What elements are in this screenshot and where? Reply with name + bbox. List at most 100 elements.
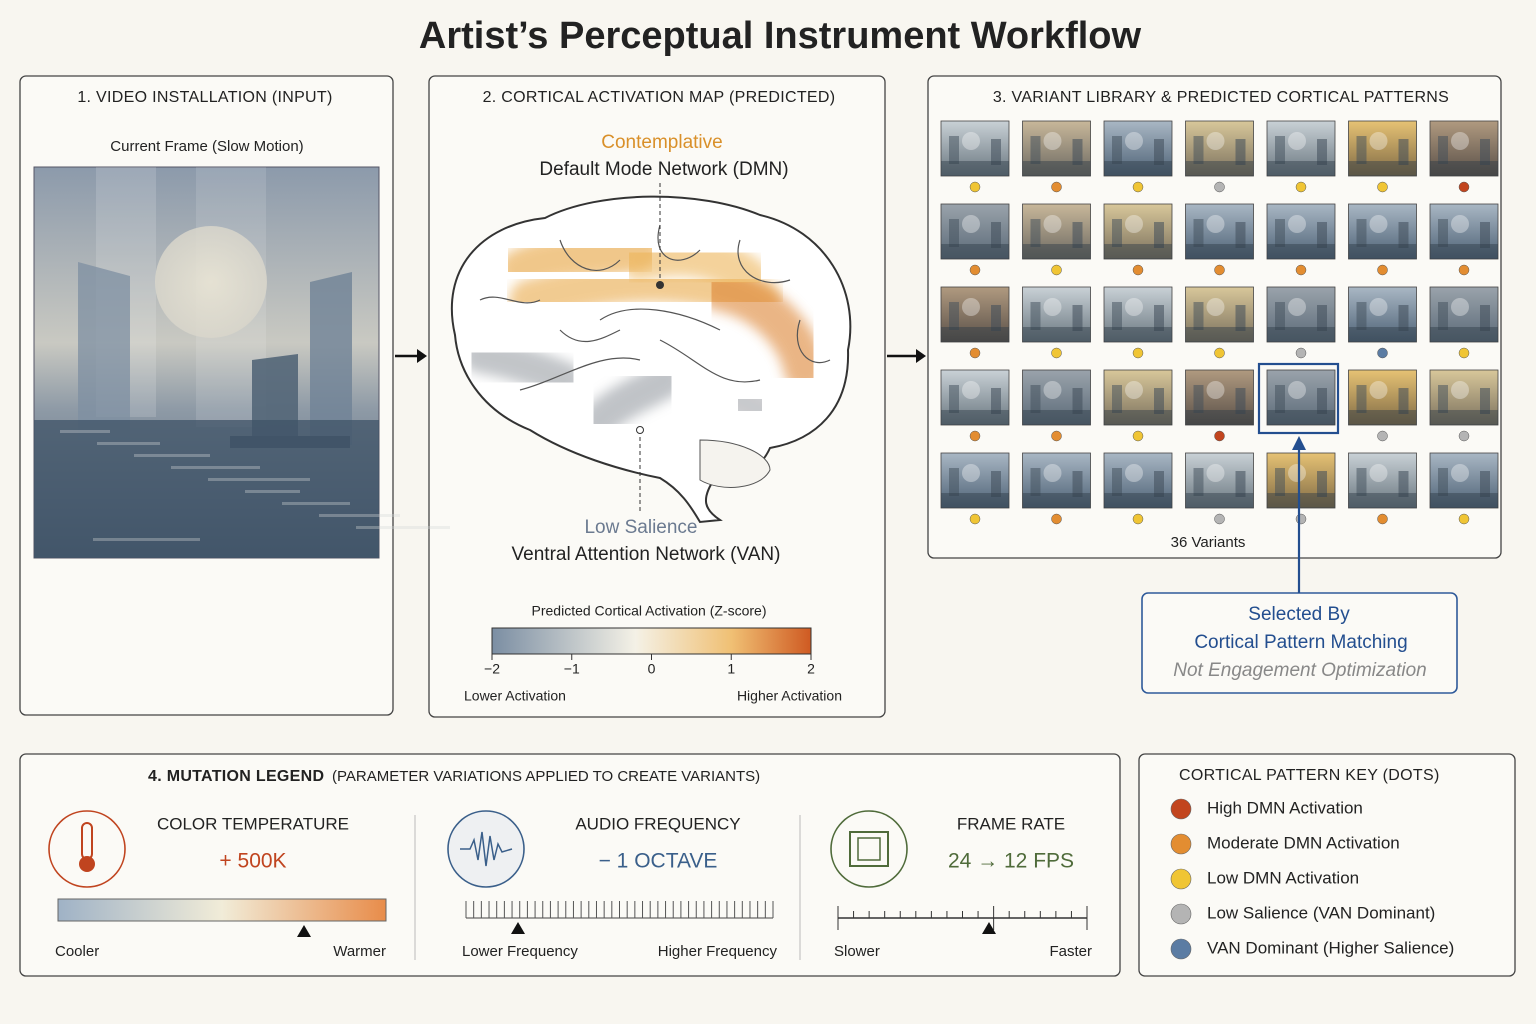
selected-highlight [1257,362,1340,435]
thumb-tower [1438,219,1448,247]
thumb-tower [1480,388,1490,414]
thumb-tower [1193,136,1204,164]
key-heading: CORTICAL PATTERN KEY (DOTS) [1179,767,1440,784]
thumb-water [1348,493,1417,508]
pattern-dot [1295,513,1307,525]
thumb-water [941,327,1009,342]
thumb-tower [991,139,1001,165]
reflection [134,454,210,457]
dmn-point [656,281,664,289]
panel-heading: 3. VARIANT LIBRARY & PREDICTED CORTICAL … [993,89,1449,106]
sulcus [657,224,701,261]
thumb-tower [1030,136,1041,164]
thumb-tower [1317,222,1327,248]
thumb-water [941,161,1009,176]
van-activation [582,362,683,438]
thumb-water [941,410,1009,425]
arrow-head [916,349,926,363]
pattern-dot [1295,181,1307,193]
sulcus [737,239,791,284]
thumb-sun [1043,132,1062,150]
pattern-dot [1132,430,1144,442]
waveform [460,831,513,867]
pattern-dot [969,430,981,442]
arrow-head [417,349,427,363]
page-title: Artist’s Perceptual Instrument Workflow [419,15,1142,57]
thumb-tower [1317,305,1327,331]
marker [982,922,996,934]
thumb-sun [1369,381,1388,399]
thumb-tower [1193,468,1204,496]
pattern-dot [969,347,981,359]
pattern-dot [1295,264,1307,276]
sulcus [519,357,641,391]
thumb-sun [1451,132,1469,150]
thumb-tower [949,468,959,496]
thumb-tower [991,471,1001,497]
sulcus [599,308,721,331]
thumb-sun [1206,298,1225,316]
pattern-dot [1051,430,1062,442]
film-frame [857,837,881,861]
thumb-tower [1193,219,1204,247]
reflection [208,478,310,481]
key-label: Low Salience (VAN Dominant) [1207,903,1435,922]
colorbar [491,627,812,655]
thumb-tower [1030,385,1041,413]
thumb-tower [1112,385,1122,413]
thumb-sun [962,215,980,233]
mutation-title: AUDIO FREQUENCY [575,814,740,833]
reflection [356,526,450,529]
thumb-tower [1154,305,1164,331]
thumb-tower [1438,385,1448,413]
thumb-water [1348,327,1417,342]
sulcus [796,319,831,364]
thumb-tower [1356,302,1367,330]
thumb-sun [1288,464,1306,482]
thumb-sun [1125,132,1143,150]
dmn-tag: Contemplative [601,132,722,153]
thumb-sun [1043,381,1062,399]
thumb-tower [1275,302,1285,330]
thumb-water [1348,244,1417,259]
pattern-dot [1051,181,1062,193]
scale-high-label: Warmer [333,943,386,960]
reflection [171,466,260,469]
panel-heading: 1. VIDEO INSTALLATION (INPUT) [77,89,332,106]
pattern-dot [1132,264,1144,276]
dmn-activation [619,234,771,301]
thumb-sun [1043,464,1062,482]
thumb-sun [1451,464,1469,482]
key-panel [1138,753,1516,977]
pattern-dot [1132,513,1144,525]
key-dot [1170,868,1192,890]
brain [450,195,852,524]
panel-heading: 2. CORTICAL ACTIVATION MAP (PREDICTED) [483,89,836,106]
thumb-tower [1112,219,1122,247]
pattern-dot [1214,347,1225,359]
key-label: Low DMN Activation [1207,868,1359,887]
colorbar-tick-label: −2 [484,661,500,677]
thumb-sun [1288,298,1306,316]
variant-count: 36 Variants [1171,534,1246,551]
van-point [636,426,644,434]
sulcus [659,339,761,383]
thumb-tower [949,219,959,247]
marker [297,925,311,937]
colorbar-low: Lower Activation [464,688,566,704]
thumb-water [1022,161,1091,176]
thumb-tower [1072,305,1083,331]
pattern-dot [1458,513,1470,525]
reflection [97,442,160,445]
temperature-bar [57,898,387,922]
pattern-dot [1377,513,1388,525]
pattern-dot [1295,347,1307,359]
thumb-tower [1193,385,1204,413]
thumb-water [1267,161,1335,176]
pattern-dot [1458,347,1470,359]
thumb-sun [1043,215,1062,233]
selection-note: Not Engagement Optimization [1173,660,1426,681]
thumb-tower [949,302,959,330]
selection-line: Selected By [1248,604,1350,625]
colorbar-title: Predicted Cortical Activation (Z-score) [532,603,767,619]
